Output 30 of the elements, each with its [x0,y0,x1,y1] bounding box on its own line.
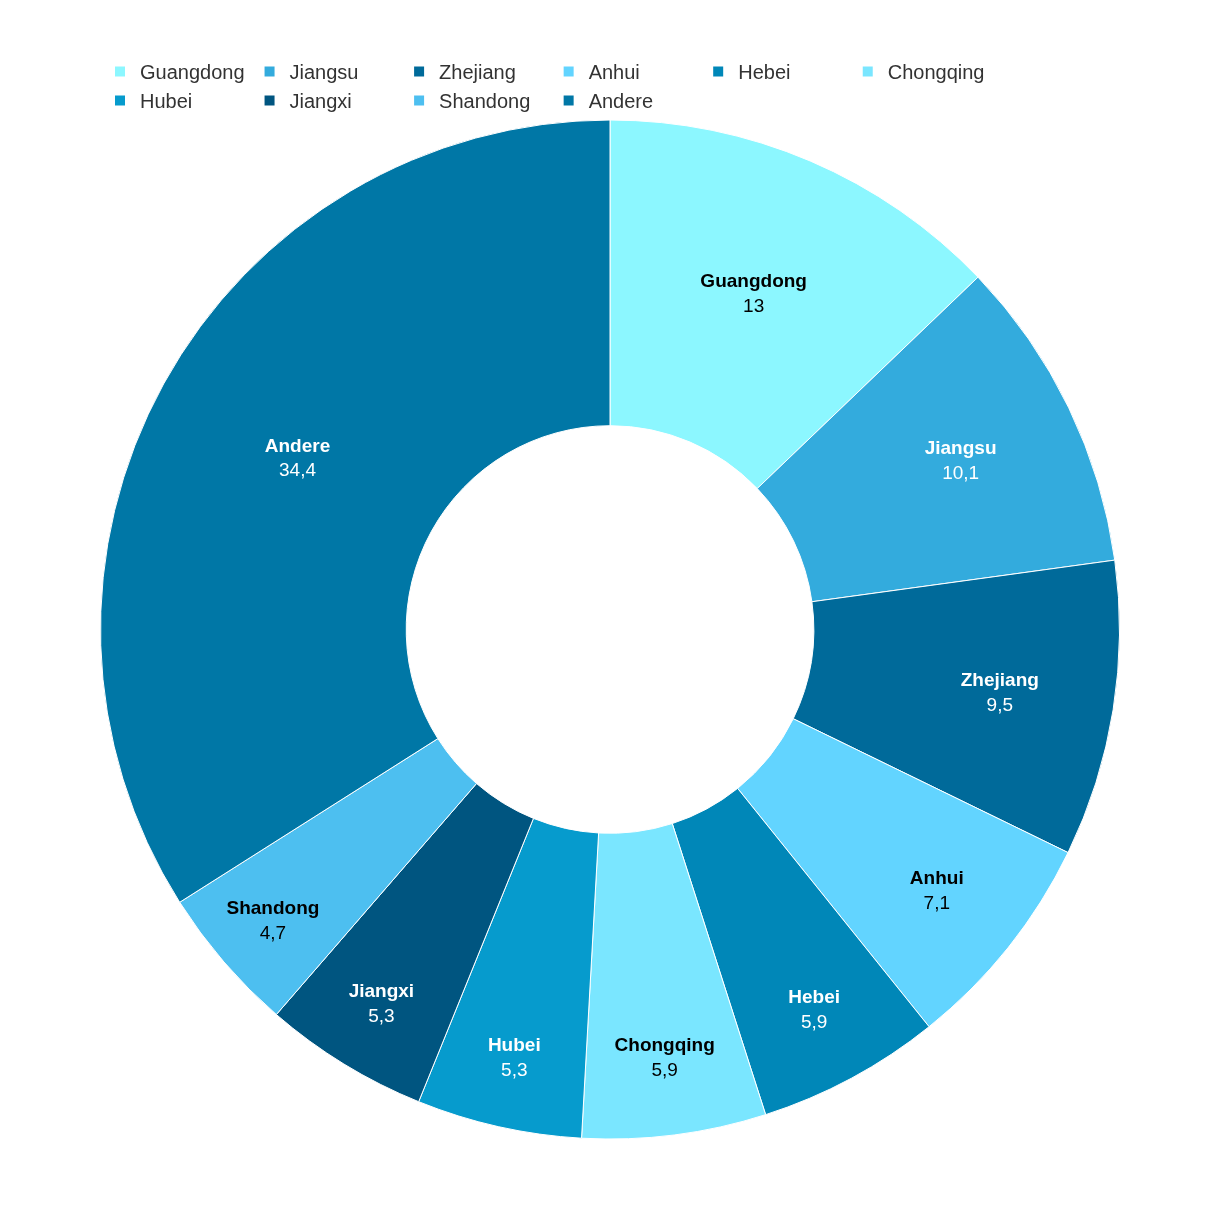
slice-label: Guangdong [700,270,807,292]
legend-label: Hebei [738,61,791,84]
slice-label: Anhui [909,867,964,889]
data-label: 34,4 [279,459,317,481]
slice-label: Zhejiang [960,668,1039,690]
data-label: 9,5 [986,693,1014,715]
legend-label: Guangdong [140,61,245,84]
legend-label: Hubei [140,90,193,113]
legend-label: Jiangsu [289,61,359,84]
slice-label: Andere [264,434,331,456]
slice-label: Hebei [788,986,841,1008]
slice-label: Chongqing [614,1034,715,1056]
data-label: 5,9 [800,1010,828,1032]
data-label: 13 [743,294,765,316]
slice-label: Hubei [487,1033,541,1055]
slice-label: Jiangsu [924,437,997,459]
data-label: 5,3 [501,1058,528,1080]
legend-label: Andere [588,90,654,113]
data-label: 4,7 [259,921,287,943]
data-label: 5,3 [368,1004,395,1026]
data-label: 7,1 [923,892,950,914]
data-label: 10,1 [942,461,980,483]
slice-label: Shandong [226,896,320,918]
data-label: 5,9 [651,1058,678,1080]
legend-label: Chongqing [887,61,985,84]
legend-label: Anhui [588,61,640,84]
slice-label: Jiangxi [348,980,415,1001]
legend-label: Jiangxi [289,90,352,113]
legend-label: Shandong [439,90,531,113]
legend-label: Zhejiang [439,61,516,84]
